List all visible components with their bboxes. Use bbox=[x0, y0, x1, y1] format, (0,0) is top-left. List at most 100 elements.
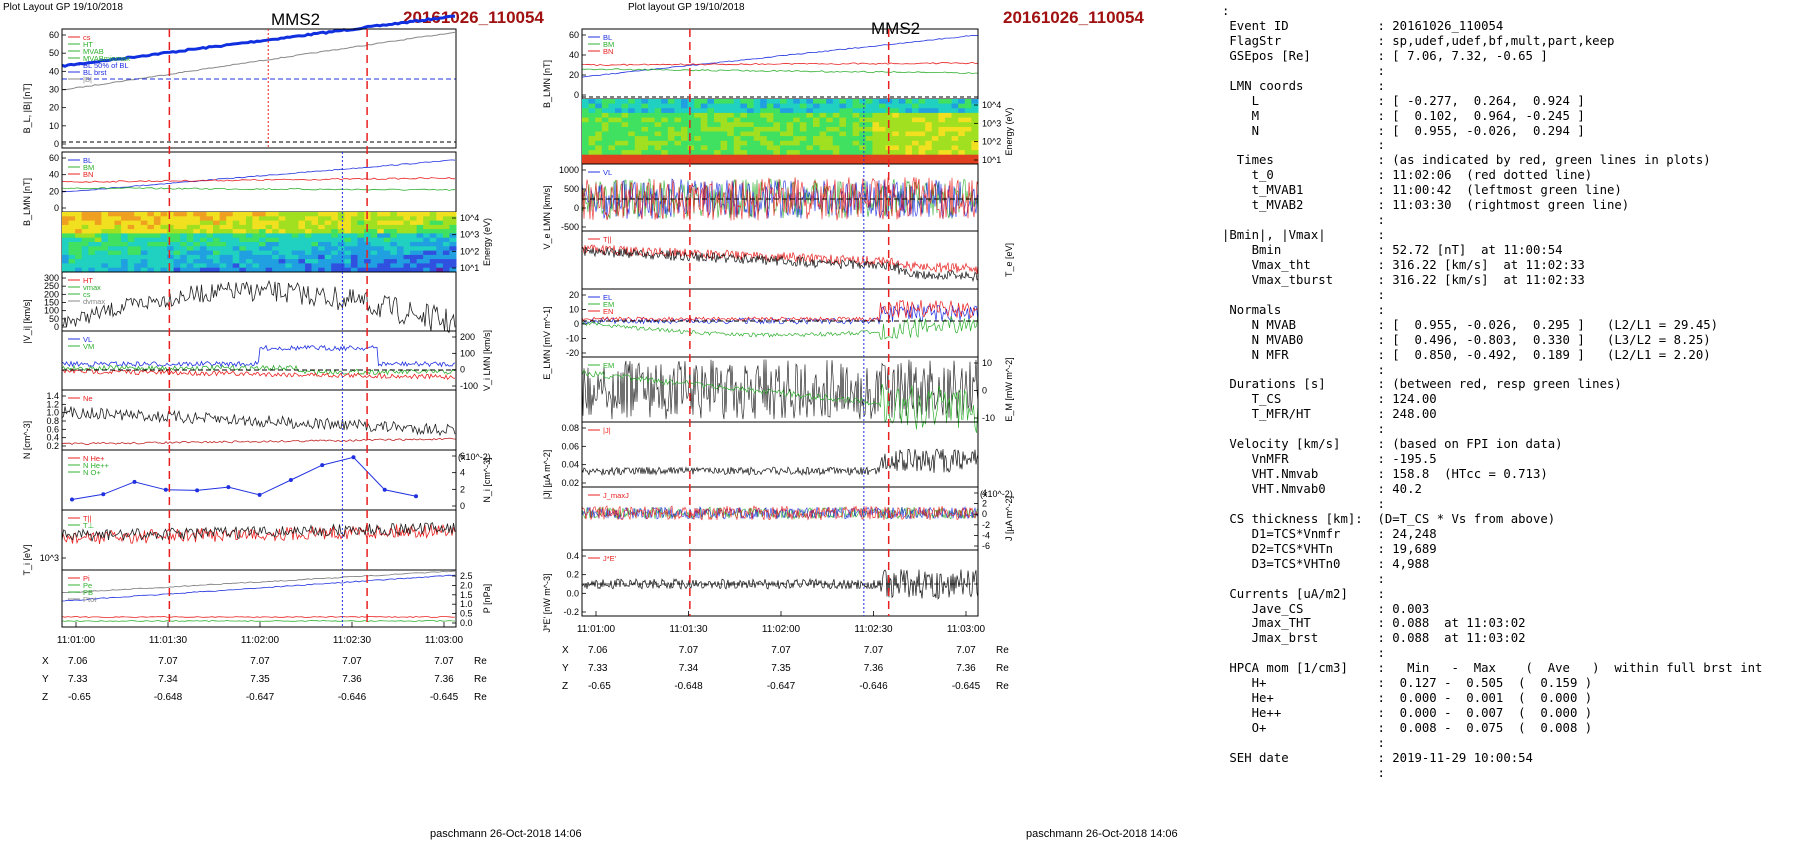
spectrogram-cell bbox=[383, 224, 391, 230]
spectrogram-cell bbox=[793, 140, 801, 146]
spectrogram-cell bbox=[938, 159, 946, 165]
spectrogram-cell bbox=[436, 220, 444, 226]
spectrogram-cell bbox=[582, 131, 590, 137]
legend-label: BL bbox=[83, 156, 92, 165]
spectrogram-cell bbox=[121, 250, 129, 256]
spectrogram-cell bbox=[265, 242, 273, 247]
spectrogram-cell bbox=[740, 136, 748, 142]
spectrogram-cell bbox=[674, 136, 682, 142]
spectrogram-cell bbox=[81, 263, 89, 269]
spectrogram-cell bbox=[773, 99, 781, 105]
spectrogram-cell bbox=[344, 233, 352, 239]
spectrogram-cell bbox=[859, 136, 867, 142]
spectrogram-cell bbox=[219, 224, 227, 230]
spectrogram-cell bbox=[147, 220, 155, 226]
spectrogram-cell bbox=[839, 159, 847, 165]
spectrogram-cell bbox=[337, 233, 345, 239]
spectrogram-cell bbox=[780, 117, 788, 123]
spectrogram-cell bbox=[239, 233, 247, 239]
spectrogram-cell bbox=[898, 150, 906, 156]
spectrogram-cell bbox=[410, 254, 418, 260]
spectrogram-cell bbox=[311, 224, 319, 230]
spectrogram-cell bbox=[826, 112, 834, 118]
panel-frame bbox=[61, 509, 457, 571]
spectrogram-cell bbox=[582, 154, 590, 160]
spectrogram-cell bbox=[390, 246, 398, 252]
spectrogram-cell bbox=[337, 212, 345, 217]
spectrogram-cell bbox=[865, 131, 873, 137]
spectrogram-cell bbox=[298, 216, 306, 222]
spectrogram-cell bbox=[298, 220, 306, 226]
spectrogram-cell bbox=[806, 99, 814, 105]
spectrogram-cell bbox=[826, 159, 834, 165]
spectrogram-cell bbox=[773, 103, 781, 109]
spectrogram-cell bbox=[846, 159, 854, 165]
spectrogram-cell bbox=[740, 112, 748, 118]
spectrogram-cell bbox=[213, 263, 221, 269]
spectrogram-cell bbox=[872, 112, 880, 118]
spectrogram-cell bbox=[232, 229, 240, 234]
spectrogram-cell bbox=[350, 216, 358, 222]
spectrogram-cell bbox=[245, 233, 253, 239]
info-line: : bbox=[1222, 496, 1385, 511]
spectrogram-cell bbox=[773, 140, 781, 146]
info-line: D3=TCS*VHTn0 : 4,988 bbox=[1222, 556, 1430, 571]
spectrogram-cell bbox=[753, 117, 761, 123]
spectrogram-cell bbox=[206, 224, 214, 230]
spectrogram-cell bbox=[101, 263, 109, 269]
spectrogram-cell bbox=[272, 216, 280, 222]
spectrogram-cell bbox=[601, 112, 609, 118]
spectrogram-cell bbox=[193, 267, 201, 273]
spectrogram-cell bbox=[416, 254, 424, 260]
spectrogram-cell bbox=[390, 216, 398, 222]
spectrogram-cell bbox=[879, 126, 887, 132]
spectrogram-cell bbox=[720, 103, 728, 109]
spectrogram-cell bbox=[648, 140, 656, 146]
spectrogram-cell bbox=[595, 154, 603, 160]
spectrogram-cell bbox=[634, 150, 642, 156]
spectrogram-cell bbox=[700, 140, 708, 146]
spectrogram-cell bbox=[396, 259, 404, 264]
spectrogram-cell bbox=[350, 250, 358, 256]
spectrogram-cell bbox=[681, 154, 689, 160]
spectrogram-cell bbox=[582, 159, 590, 165]
jmag-trace bbox=[581, 448, 979, 477]
spectrogram-cell bbox=[865, 145, 873, 151]
spectrogram-cell bbox=[760, 108, 768, 114]
spectrogram-cell bbox=[403, 233, 411, 239]
spectrogram-cell bbox=[199, 254, 207, 260]
spectrogram-cell bbox=[813, 108, 821, 114]
spectrogram-cell bbox=[298, 259, 306, 264]
spectrogram-cell bbox=[252, 237, 260, 243]
spectrogram-cell bbox=[674, 112, 682, 118]
spectrogram-cell bbox=[753, 140, 761, 146]
spectrogram-cell bbox=[68, 250, 76, 256]
spectrogram-cell bbox=[799, 145, 807, 151]
spectrogram-cell bbox=[628, 126, 636, 132]
spectrogram-cell bbox=[423, 254, 431, 260]
spectrogram-cell bbox=[707, 108, 715, 114]
spectrogram-cell bbox=[278, 267, 286, 273]
spectrogram-cell bbox=[964, 103, 972, 109]
spectrogram-cell bbox=[186, 237, 194, 243]
spectrogram-cell bbox=[733, 103, 741, 109]
spectrogram-cell bbox=[153, 212, 161, 217]
spectrogram-cell bbox=[898, 159, 906, 165]
spectrogram-cell bbox=[588, 136, 596, 142]
spectrogram-cell bbox=[727, 131, 735, 137]
spectrogram-cell bbox=[793, 117, 801, 123]
spectrogram-cell bbox=[694, 126, 702, 132]
spectrogram-cell bbox=[687, 150, 695, 156]
spectrogram-cell bbox=[700, 131, 708, 137]
spectrogram-cell bbox=[206, 246, 214, 252]
spectrogram-cell bbox=[305, 250, 313, 256]
spectrogram-cell bbox=[357, 233, 365, 239]
jdote-trace bbox=[581, 359, 979, 420]
spectrogram-cell bbox=[199, 246, 207, 252]
spectrogram-cell bbox=[826, 145, 834, 151]
spectrogram-cell bbox=[964, 159, 972, 165]
spectrogram-cell bbox=[786, 140, 794, 146]
panel-frame bbox=[61, 151, 457, 213]
spectrogram-cell bbox=[173, 254, 181, 260]
spectrogram-cell bbox=[918, 112, 926, 118]
